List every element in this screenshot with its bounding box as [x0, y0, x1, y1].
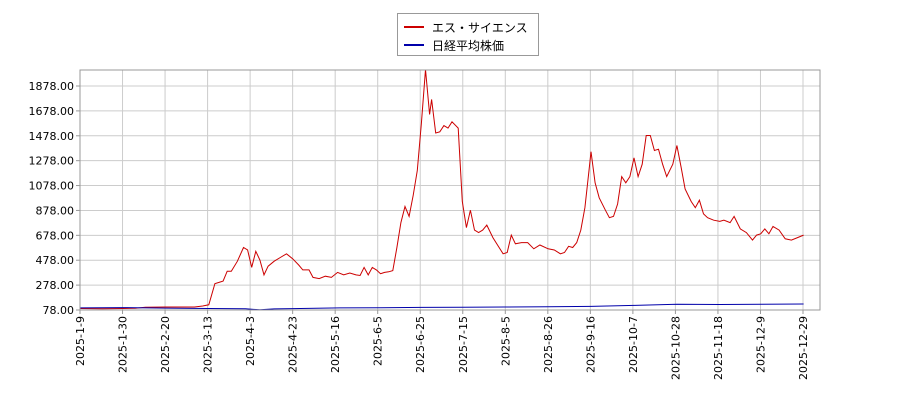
legend: エス・サイエンス 日経平均株価: [397, 13, 539, 56]
y-tick-label: 878.00: [36, 204, 75, 217]
y-tick-label: 678.00: [36, 229, 75, 242]
legend-item-nikkei: 日経平均株価: [404, 36, 504, 54]
x-tick-label: 2025-11-18: [712, 316, 725, 380]
y-tick-label: 1078.00: [29, 180, 75, 193]
x-tick-label: 2025-4-23: [287, 316, 300, 373]
y-tick-label: 1478.00: [29, 130, 75, 143]
x-tick-label: 2025-1-9: [74, 316, 87, 366]
x-tick-label: 2025-12-29: [797, 316, 810, 380]
x-tick-label: 2025-3-13: [202, 316, 215, 373]
x-tick-label: 2025-8-26: [542, 316, 555, 373]
y-tick-label: 278.00: [36, 279, 75, 292]
x-tick-label: 2025-2-20: [159, 316, 172, 373]
x-tick-label: 2025-6-5: [372, 316, 385, 366]
y-tick-labels: 78.00 278.00 478.00 678.00 878.00 1078.00 1278…: [29, 80, 80, 317]
legend-item-s-science: エス・サイエンス: [404, 18, 528, 36]
x-tick-label: 2025-5-16: [329, 316, 342, 373]
legend-label-s-science: エス・サイエンス: [432, 20, 528, 35]
x-tick-label: 2025-10-28: [669, 316, 682, 380]
gridlines: [79, 70, 820, 311]
x-tick-label: 2025-1-30: [117, 316, 130, 373]
x-tick-label: 2025-9-16: [584, 316, 597, 373]
series-lines: [79, 69, 804, 311]
legend-label-nikkei: 日経平均株価: [432, 38, 505, 53]
x-tick-labels: 2025-1-9 2025-1-30 2025-2-20 2025-3-13 2025-…: [74, 310, 810, 380]
y-tick-label: 478.00: [36, 254, 75, 267]
x-tick-label: 2025-4-3: [244, 316, 257, 366]
x-tick-label: 2025-7-15: [457, 316, 470, 373]
series-line-s-science: [79, 69, 804, 310]
y-tick-label: 1278.00: [29, 155, 75, 168]
y-tick-label: 1878.00: [29, 80, 75, 93]
x-tick-label: 2025-10-7: [627, 316, 640, 373]
x-tick-label: 2025-8-5: [499, 316, 512, 366]
x-tick-label: 2025-12-9: [754, 316, 767, 373]
y-tick-label: 1678.00: [29, 105, 75, 118]
series-line-nikkei: [79, 303, 804, 311]
legend-swatch-s-science: [404, 26, 424, 28]
legend-swatch-nikkei: [404, 44, 424, 46]
x-tick-label: 2025-6-25: [414, 316, 427, 373]
plot-frame: [79, 69, 821, 311]
y-tick-label: 78.00: [43, 304, 75, 317]
